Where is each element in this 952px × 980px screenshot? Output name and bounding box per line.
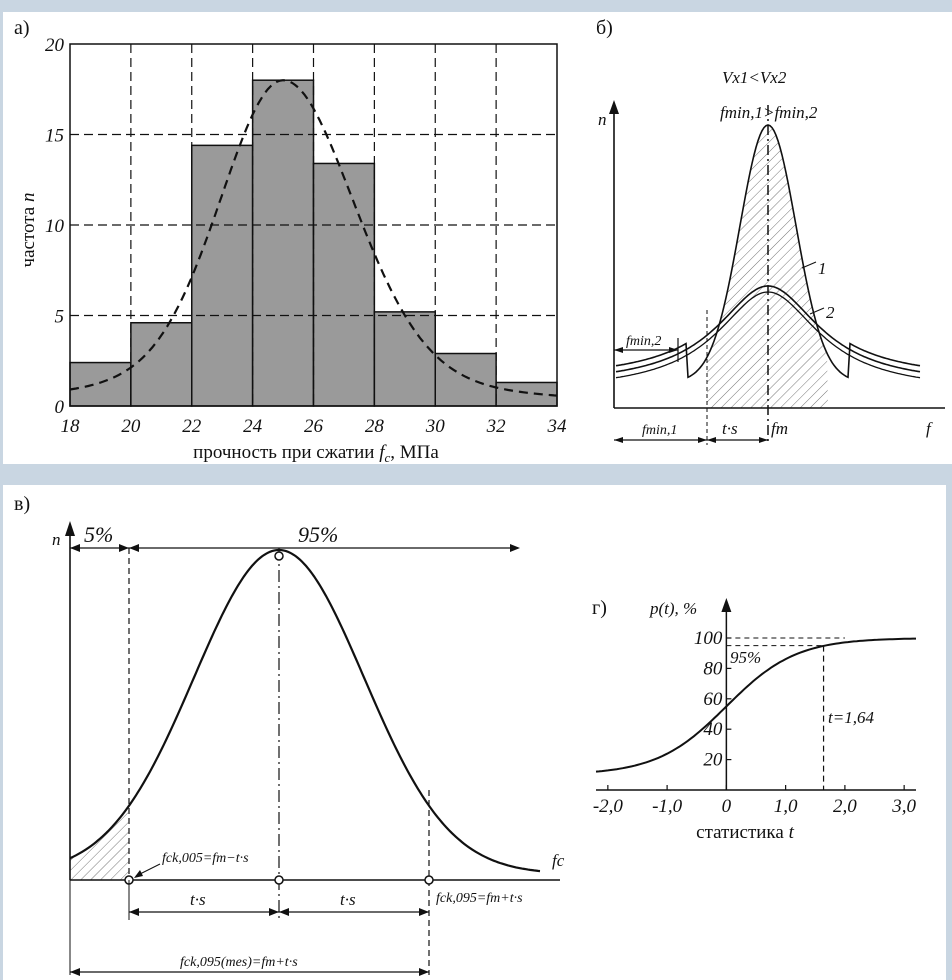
- d-y-tick-label: 80: [703, 658, 723, 679]
- fck005-leader-arrow-icon: [134, 870, 143, 878]
- d-y-tick-label: 60: [703, 689, 723, 710]
- histogram-x-tick-label: 26: [304, 416, 324, 437]
- histogram-y-tick-label: 20: [45, 35, 65, 56]
- d-x-tick-label: 0: [722, 796, 732, 817]
- c-center-marker: [274, 875, 284, 885]
- curve-2-label: 2: [826, 303, 835, 322]
- d-y-tick-label: 20: [703, 750, 723, 771]
- d-x-tick-label: -1,0: [652, 796, 683, 817]
- histogram-x-axis-label: прочность при сжатии fc, МПа: [193, 442, 439, 465]
- histogram-x-tick-label: 30: [425, 416, 446, 437]
- d-y-axis-arrow-icon: [721, 598, 732, 612]
- b-x-axis-label: f: [926, 419, 933, 438]
- d-y-axis-label: p(t), %: [649, 599, 697, 618]
- histogram-frame: [69, 43, 558, 407]
- histogram-y-axis-label: частота n: [18, 193, 39, 268]
- b-y-axis-arrow-icon: [609, 100, 619, 114]
- histogram-x-ticks: 18 20 22 24 26 28 30 32 34: [61, 416, 568, 437]
- c-y-axis-label: n: [52, 530, 61, 549]
- histogram-x-tick-label: 28: [365, 416, 385, 437]
- d-x-tick-label: 2,0: [833, 796, 857, 817]
- histogram-y-ticks: 0 5 10 15 20: [45, 35, 65, 418]
- histogram-panel: а) 18 20 22 24 26 28 30 32 34 0 5 10 15 20 прочность…: [14, 17, 567, 465]
- histogram-bar: [373, 311, 436, 407]
- d-y-tick-label: 40: [703, 719, 723, 740]
- b-ts-label: t·s: [722, 419, 738, 438]
- panel-c-d-background: [3, 485, 946, 980]
- b-condition-fmin: fmin,1>fmin,2: [720, 103, 818, 122]
- cumulative-probability-panel: г) p(t), % статистика t -2,0 -1,0 0 1,0 2,0 3…: [592, 597, 917, 843]
- normal-distribution-panel: в) n fc 5% 95% fck,005=fm−t·s fck,095=fm…: [14, 493, 565, 976]
- histogram-bar: [191, 144, 254, 407]
- c-ts-left-label: t·s: [190, 890, 206, 909]
- five-percent-label: 5%: [84, 522, 113, 547]
- distribution-comparison-panel: б) n f Vx1<Vx2 fmin,1>fmin,2 1 2 fmin,2 …: [596, 17, 945, 445]
- histogram-x-tick-label: 18: [61, 416, 81, 437]
- fck095mes-label: fck,095(mes)=fm+t·s: [180, 955, 298, 970]
- curve-1-leader: [801, 261, 817, 269]
- histogram-bar: [251, 79, 315, 407]
- d-y-tick-label: 100: [694, 628, 723, 649]
- ninety-five-percent-label: 95%: [298, 522, 338, 547]
- fmin1-label: fmin,1: [642, 423, 677, 438]
- histogram-y-tick-label: 10: [45, 216, 65, 237]
- fmin2-label: fmin,2: [626, 334, 661, 349]
- panel-c-label: в): [14, 493, 30, 515]
- panel-d-label: г): [592, 597, 607, 619]
- c-ts-right-label: t·s: [340, 890, 356, 909]
- normal-curve: [69, 548, 541, 873]
- c-y-axis-arrow-icon: [65, 521, 75, 536]
- panel-b-label: б): [596, 17, 613, 39]
- d-x-tick-label: -2,0: [593, 796, 624, 817]
- histogram-x-tick-label: 24: [243, 416, 263, 437]
- d-t-label: t=1,64: [828, 708, 874, 727]
- panel-a-label: а): [14, 17, 30, 39]
- d-x-tick-label: 1,0: [774, 796, 798, 817]
- curve-2-leader: [809, 307, 825, 315]
- d-x-axis-label: статистика t: [696, 822, 794, 843]
- histogram-y-tick-label: 0: [55, 397, 65, 418]
- d-cumulative-curve: [595, 637, 916, 773]
- fck005-label: fck,005=fm−t·s: [162, 851, 249, 866]
- curve-1-label: 1: [818, 259, 827, 278]
- c-x-axis-label: fc: [552, 851, 565, 870]
- histogram-y-tick-label: 5: [55, 307, 65, 328]
- b-y-axis-label: n: [598, 110, 607, 129]
- histogram-bar: [434, 352, 497, 407]
- histogram-bar: [69, 361, 132, 407]
- histogram-y-tick-label: 15: [45, 126, 64, 147]
- histogram-x-tick-label: 34: [547, 416, 568, 437]
- histogram-x-tick-label: 22: [182, 416, 202, 437]
- histogram-x-tick-label: 32: [486, 416, 507, 437]
- fck095-label: fck,095=fm+t·s: [436, 891, 523, 906]
- c-peak-marker: [274, 551, 284, 561]
- histogram-grid: [70, 44, 557, 406]
- b-fm-label: fm: [771, 419, 788, 438]
- histogram-x-tick-label: 20: [121, 416, 141, 437]
- histogram-bar: [312, 162, 376, 407]
- c-ts-arrows-icon: [129, 908, 429, 916]
- d-x-tick-label: 3,0: [891, 796, 916, 817]
- c-right-marker: [424, 875, 434, 885]
- d-95-label: 95%: [730, 648, 761, 667]
- histogram-bar: [495, 381, 558, 407]
- d-y-ticks: 20 40 60 80 100: [694, 628, 732, 771]
- b-condition-vx: Vx1<Vx2: [722, 68, 787, 87]
- histogram-fit-curve: [69, 79, 558, 397]
- d-x-ticks: -2,0 -1,0 0 1,0 2,0 3,0: [593, 785, 917, 817]
